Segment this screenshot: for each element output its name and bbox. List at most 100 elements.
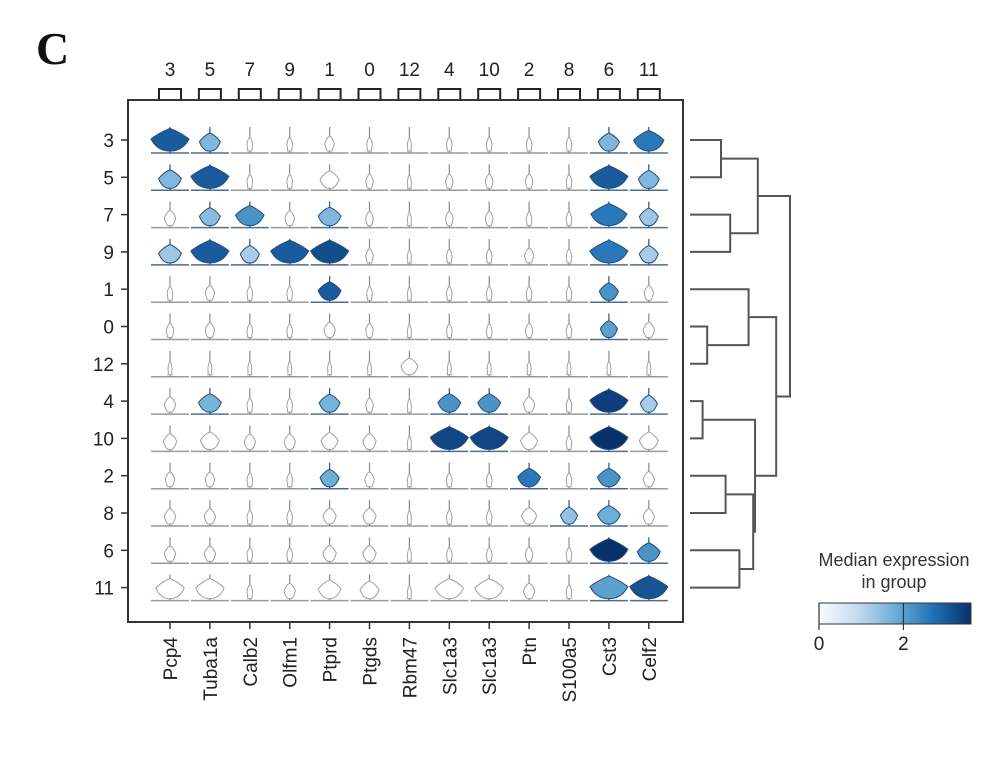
- violin-body: [406, 323, 413, 338]
- violin-mark: [151, 350, 189, 378]
- violin-mark: [230, 537, 269, 565]
- gene-group-label: 3: [165, 60, 176, 81]
- violin-body: [632, 129, 665, 152]
- dendrogram-link: [690, 549, 741, 589]
- gene-group-label: 4: [444, 60, 455, 81]
- violin-mark: [190, 313, 229, 341]
- violin-body: [324, 135, 335, 152]
- violin-mark: [510, 537, 549, 565]
- violin-body: [204, 471, 216, 488]
- violin-mark: [310, 574, 349, 602]
- violin-mark: [430, 537, 469, 565]
- violin-mark: [550, 500, 588, 527]
- cluster-tick-label: 6: [103, 541, 114, 562]
- violin-body: [365, 397, 374, 413]
- gene-group-label: 6: [604, 60, 615, 81]
- violin-body: [406, 584, 413, 600]
- dendrogram-link: [757, 194, 791, 398]
- violin-body: [323, 321, 336, 338]
- violin-mark: [190, 574, 229, 602]
- gene-group-bracket: [317, 88, 342, 100]
- violin-body: [198, 207, 221, 227]
- violin-mark: [510, 313, 549, 341]
- violin-body: [520, 431, 539, 450]
- violin-mark: [470, 276, 509, 303]
- violin-body: [246, 472, 254, 488]
- violin-mark: [350, 537, 389, 565]
- violin-mark: [350, 500, 389, 527]
- cluster-tick-label: 7: [103, 206, 114, 227]
- violin-body: [246, 584, 254, 600]
- violin-mark: [270, 201, 309, 229]
- violin-body: [598, 282, 619, 301]
- violin-mark: [550, 201, 588, 229]
- violin-body: [362, 544, 377, 562]
- violin-mark: [350, 350, 389, 378]
- violin-body: [246, 173, 254, 189]
- violin-body: [163, 508, 177, 525]
- violin-body: [158, 169, 182, 189]
- violin-mark: [151, 276, 189, 303]
- violin-body: [485, 323, 493, 338]
- violin-body: [486, 360, 493, 376]
- violin-body: [309, 239, 350, 264]
- violin-mark: [190, 350, 229, 378]
- violin-body: [517, 467, 542, 488]
- violin-mark: [510, 462, 549, 490]
- violin-body: [599, 319, 618, 338]
- violin-body: [203, 508, 217, 525]
- violin-mark: [230, 462, 269, 490]
- dendrogram-link: [690, 400, 704, 440]
- violin-mark: [350, 276, 389, 303]
- violin-mark: [270, 537, 309, 565]
- violin-mark: [510, 127, 549, 154]
- violin-mark: [310, 500, 349, 527]
- violin-mark: [190, 127, 229, 154]
- violin-mark: [390, 388, 429, 415]
- violin-mark: [390, 276, 429, 303]
- gene-group-bracket: [237, 88, 262, 100]
- violin-body: [565, 323, 573, 338]
- violin-mark: [350, 313, 389, 341]
- violin-body: [520, 506, 538, 525]
- violin-mark: [310, 537, 349, 565]
- violin-mark: [390, 238, 429, 266]
- violin-body: [286, 285, 294, 301]
- violin-mark: [510, 238, 549, 266]
- violin-mark: [430, 574, 469, 602]
- gene-axis: Pcp4 Tuba1a Calb2 Olfm1 Ptprd Ptgds Rbm47 Slc1a…: [161, 622, 661, 703]
- gene-group-brackets: [158, 88, 661, 100]
- violin-body: [207, 360, 213, 376]
- violin-mark: [629, 313, 668, 341]
- violin-body: [638, 431, 659, 450]
- violin-body: [643, 284, 655, 301]
- violin-body: [286, 546, 294, 562]
- dendrogram-link: [690, 474, 727, 514]
- violin-mark: [470, 201, 509, 229]
- violin-body: [474, 577, 505, 600]
- gene-group-bracket: [636, 88, 661, 100]
- gene-tick-label: Cst3: [600, 637, 621, 676]
- violin-mark: [390, 313, 429, 341]
- violin-body: [637, 169, 660, 189]
- violin-body: [559, 506, 579, 525]
- violin-mark: [589, 425, 629, 453]
- violin-body: [638, 207, 659, 227]
- violin-body: [525, 136, 533, 152]
- gene-tick-label: Pcp4: [161, 637, 182, 681]
- violin-mark: [309, 238, 350, 266]
- cluster-tick-label: 4: [103, 392, 114, 413]
- gene-group-label: 8: [564, 60, 575, 81]
- violin-mark: [310, 164, 349, 192]
- violin-mark: [430, 276, 469, 303]
- violin-mark: [190, 276, 229, 303]
- violin-body: [406, 248, 413, 264]
- gene-group-bracket: [596, 88, 621, 100]
- violin-body: [590, 202, 628, 227]
- gene-tick-label: Ptn: [520, 637, 541, 666]
- violin-body: [406, 510, 413, 525]
- gene-tick-label: Slc1a3: [480, 637, 501, 695]
- violin-mark: [390, 164, 429, 192]
- violin-body: [565, 397, 573, 413]
